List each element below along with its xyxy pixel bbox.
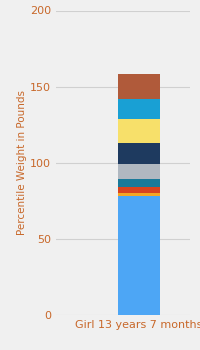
Bar [118,119,160,143]
Bar [118,164,160,180]
Bar [118,187,160,193]
Bar [118,143,160,164]
Bar [118,75,160,99]
Bar [118,196,160,315]
Bar [118,99,160,119]
Bar [118,193,160,196]
Y-axis label: Percentile Weight in Pounds: Percentile Weight in Pounds [17,90,27,235]
Bar [118,180,160,187]
